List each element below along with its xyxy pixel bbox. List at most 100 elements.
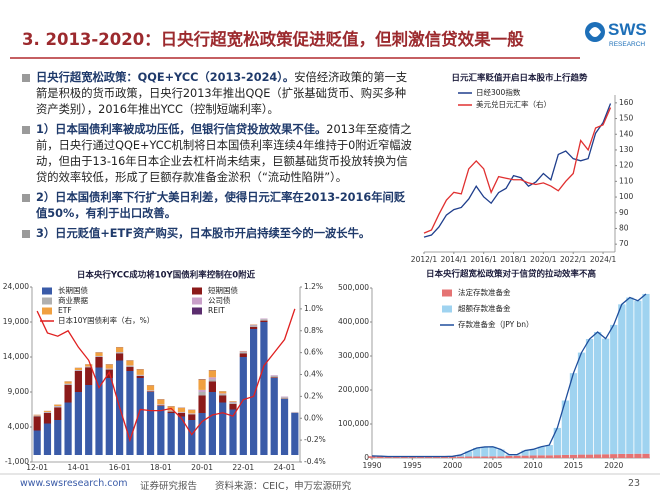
y-tick-label: 14,000 xyxy=(3,352,29,361)
legend-label: 长期国债 xyxy=(58,285,88,295)
y2-tick-label: 0.6% xyxy=(304,348,323,357)
x-tick-label: 2016/1 xyxy=(470,255,497,264)
bar xyxy=(167,411,175,413)
bar xyxy=(54,407,62,420)
bar xyxy=(177,413,186,417)
bar xyxy=(400,456,408,458)
bar xyxy=(384,456,392,458)
x-tick-label: 12-01 xyxy=(26,463,48,472)
legend-marker xyxy=(192,307,202,315)
bullet-marker xyxy=(22,74,30,82)
page-number: 23 xyxy=(628,478,641,489)
bar xyxy=(126,371,134,455)
bar xyxy=(95,352,103,356)
bullet: 3）日元贬值+ETF资产购买，日本股市开启持续至今的一波长牛。 xyxy=(20,226,412,242)
bar xyxy=(208,381,216,392)
bullet-marker xyxy=(22,194,30,202)
logo-swirl xyxy=(589,27,601,37)
x-tick-label: 2014/1 xyxy=(441,255,468,264)
x-tick-label: 2015 xyxy=(564,461,583,470)
bullet-marker xyxy=(22,126,30,134)
y2-tick-label: 110 xyxy=(619,176,634,185)
bar xyxy=(177,412,186,413)
y2-tick-label: 120 xyxy=(619,161,634,170)
legend-label: 美元兑日元汇率（右） xyxy=(476,99,551,109)
bar xyxy=(229,401,237,403)
bar xyxy=(136,375,144,378)
bar xyxy=(250,325,258,327)
bullet: 2）日本国债利率下行扩大美日利差，使得日元汇率在2013-2016年间贬值50%… xyxy=(20,190,412,222)
bar xyxy=(416,456,424,458)
bar xyxy=(208,392,216,455)
logo-name: SWS xyxy=(608,20,647,39)
bar xyxy=(43,413,52,424)
bar xyxy=(432,456,441,458)
x-tick-label: 20-01 xyxy=(191,463,213,472)
y2-tick-label: 150 xyxy=(619,114,634,123)
x-tick-label: 22-01 xyxy=(232,463,254,472)
line-series xyxy=(36,308,296,443)
legend-label: 日经300指数 xyxy=(476,87,521,97)
bar xyxy=(126,365,134,367)
bullet-bold: 2）日本国债利率下行扩大美日利差，使得日元汇率在2013-2016年间贬值50%… xyxy=(36,191,406,220)
x-tick-label: 16-01 xyxy=(109,463,131,472)
bar xyxy=(291,413,299,455)
footer: www.swsresearch.com 证券研究报告 资料来源：CEIC，申万宏… xyxy=(0,474,660,495)
bar xyxy=(626,453,634,458)
legend-label: 公司债 xyxy=(208,295,231,305)
bar xyxy=(198,395,206,413)
logo-mark: SWS RESEARCH xyxy=(585,20,647,48)
bar xyxy=(146,390,155,392)
line-series xyxy=(423,107,612,234)
y2-tick-label: 0.0% xyxy=(304,413,323,422)
legend-marker xyxy=(42,297,52,305)
y-tick-label: -1,000 xyxy=(5,457,29,466)
x-tick-label: 2024/1 xyxy=(590,255,617,264)
bar xyxy=(95,367,103,455)
bar xyxy=(219,393,227,395)
footer-site: www.swsresearch.com xyxy=(20,478,128,489)
bar xyxy=(167,413,175,455)
x-tick-label: 2020/1 xyxy=(530,255,557,264)
bar xyxy=(239,357,247,455)
bar xyxy=(219,402,227,455)
y-tick-label: 200,000 xyxy=(338,385,369,394)
bar xyxy=(642,293,650,454)
bar xyxy=(545,455,553,458)
y-tick-label: 500,000 xyxy=(338,283,369,292)
bar xyxy=(126,366,134,371)
bar xyxy=(270,378,278,455)
legend-label: ETF xyxy=(58,306,72,315)
bar xyxy=(116,347,124,353)
chart-title: 日本央行YCC成功将10Y国债利率控制在0附近 xyxy=(77,270,256,281)
x-tick-label: 2020 xyxy=(604,461,623,470)
bar xyxy=(376,456,384,458)
bar xyxy=(33,415,41,417)
bullet-text: 2013年至疫情之前，日央行通过QQE+YCC机制将日本国债利率连续4年维持于0… xyxy=(36,123,412,184)
bar xyxy=(585,339,594,455)
bar xyxy=(481,446,489,457)
bar xyxy=(250,326,258,329)
bar xyxy=(368,456,376,458)
bar xyxy=(43,412,52,413)
bar xyxy=(250,329,258,455)
y2-tick-label: 90 xyxy=(619,208,629,217)
legend-label: 法定存款准备金 xyxy=(458,287,511,297)
bar xyxy=(260,320,268,322)
bar xyxy=(188,413,196,415)
bar xyxy=(188,420,196,455)
bar xyxy=(85,367,93,385)
bar xyxy=(219,395,227,403)
bar xyxy=(105,368,113,370)
legend-label: 超额存款准备金 xyxy=(458,303,511,313)
bar xyxy=(198,413,206,455)
bar xyxy=(198,389,206,392)
bullet-bold: 1）日本国债利率被成功压低，但银行信贷投放效果不佳。 xyxy=(36,123,327,136)
bullet: 日央行超宽松政策：QQE+YCC（2013-2024）。安倍经济政策的第一支箭是… xyxy=(20,70,412,118)
bar xyxy=(208,377,216,380)
bar xyxy=(43,423,52,455)
bar xyxy=(54,420,62,455)
bar xyxy=(239,352,247,354)
bar xyxy=(74,367,82,370)
y2-tick-label: 70 xyxy=(619,239,629,248)
